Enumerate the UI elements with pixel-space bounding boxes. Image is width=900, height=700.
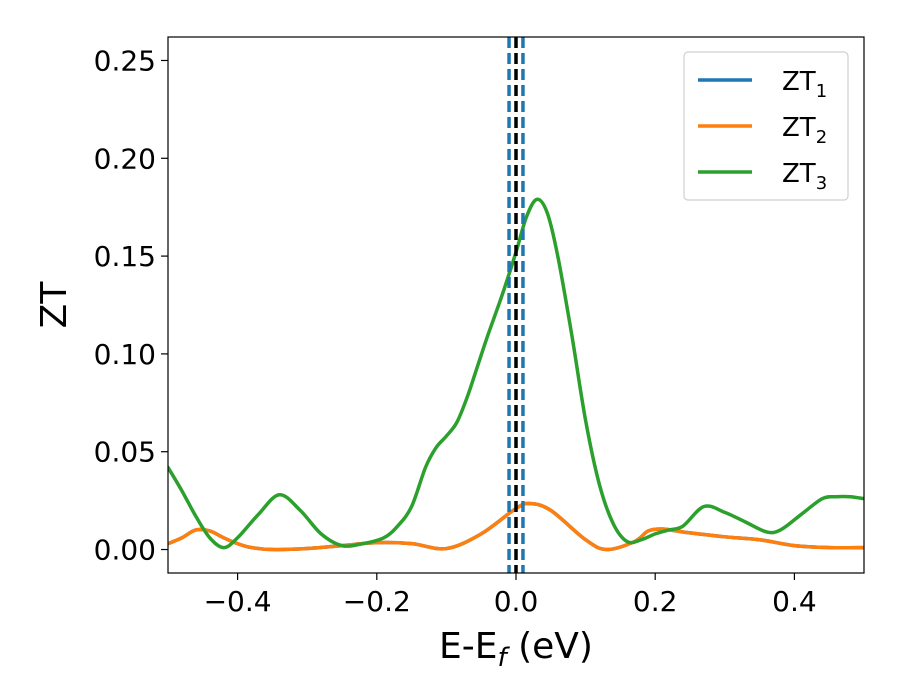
y-tick-label: 0.15 [94, 240, 156, 273]
legend-label-zt1: ZT1 [782, 67, 827, 102]
y-tick-label: 0.05 [94, 436, 156, 469]
legend-box [683, 51, 849, 201]
x-tick-label: −0.4 [204, 585, 272, 618]
y-tick-label: 0.25 [94, 44, 156, 77]
x-axis: −0.4 −0.2 0.0 0.2 0.4 [204, 573, 817, 618]
y-axis-label: ZT [34, 281, 75, 329]
legend-label-zt3: ZT3 [782, 159, 827, 194]
y-axis: 0.00 0.05 0.10 0.15 0.20 0.25 [94, 44, 168, 567]
y-tick-label: 0.00 [94, 534, 156, 567]
legend: ZT1 ZT2 ZT3 [683, 51, 849, 201]
x-tick-label: 0.2 [633, 585, 678, 618]
x-tick-label: 0.4 [772, 585, 817, 618]
y-tick-label: 0.20 [94, 142, 156, 175]
legend-label-zt2: ZT2 [782, 113, 827, 148]
y-tick-label: 0.10 [94, 338, 156, 371]
x-tick-label: −0.2 [343, 585, 411, 618]
x-tick-label: 0.0 [494, 585, 539, 618]
x-axis-label: E-Ef (eV) [439, 626, 593, 673]
